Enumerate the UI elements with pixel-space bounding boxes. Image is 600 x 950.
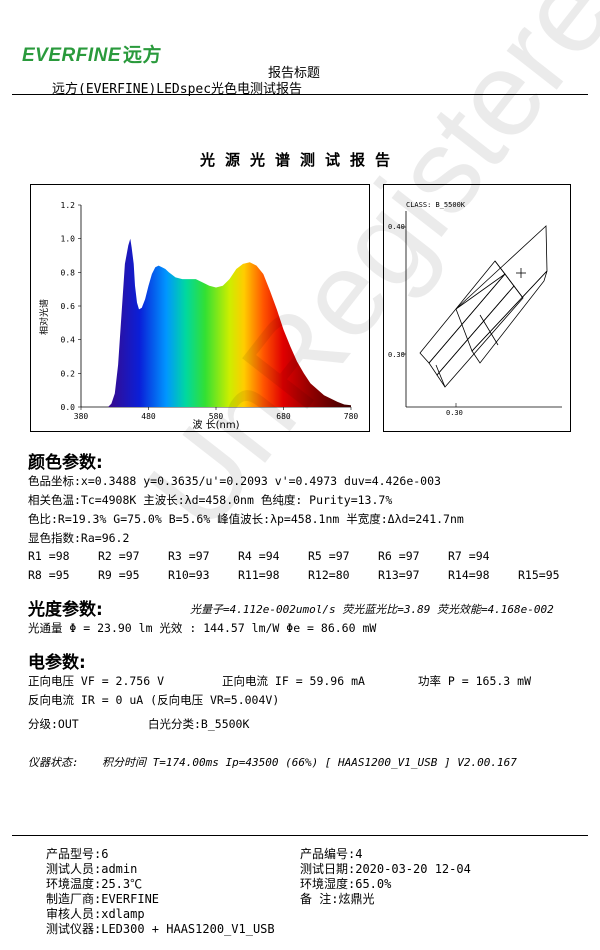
page-title: 光源光谱测试报告 bbox=[199, 151, 400, 169]
y-tick-label: 0.6 bbox=[61, 302, 76, 311]
remark: 备 注:炫鼎光 bbox=[300, 892, 375, 906]
cie-class-label: CLASS: B_5500K bbox=[406, 201, 466, 209]
ri-value: R3 =97 bbox=[168, 549, 210, 563]
quantum-line: 光量子=4.112e-002umol/s 荧光蓝光比=3.89 荧光效能=4.1… bbox=[190, 603, 554, 616]
product-number: 产品编号:4 bbox=[300, 847, 363, 861]
flux-line: 光通量 Φ = 23.90 lm 光效 : 144.57 lm/W Φe = 8… bbox=[28, 621, 377, 635]
y-axis-label: 相对光谱 bbox=[38, 299, 50, 335]
ri-value: R13=97 bbox=[378, 568, 420, 582]
spectrum-chart: 0.0 0.2 0.4 0.6 0.8 1.0 1.2 380 480 580 680 780 相对光… bbox=[38, 201, 359, 431]
cie-x-tick: 0.30 bbox=[446, 409, 463, 417]
forward-voltage: 正向电压 VF = 2.756 V bbox=[28, 674, 165, 688]
cie-measured-point bbox=[516, 268, 526, 278]
ri-value: R5 =97 bbox=[308, 549, 350, 563]
color-params-heading: 颜色参数: bbox=[28, 453, 103, 473]
x-tick-label: 780 bbox=[344, 412, 359, 421]
ri-value: R15=95 bbox=[518, 568, 560, 582]
ambient-humidity: 环境湿度:65.0% bbox=[300, 877, 392, 891]
y-tick-label: 1.2 bbox=[61, 201, 76, 210]
instrument-status: 积分时间 T=174.00ms Ip=43500 (66%) [ HAAS120… bbox=[102, 756, 517, 769]
y-tick-label: 0.8 bbox=[61, 268, 76, 277]
x-tick-label: 480 bbox=[141, 412, 156, 421]
x-tick-label: 380 bbox=[74, 412, 89, 421]
ri-value: R7 =94 bbox=[448, 549, 490, 563]
x-axis-label: 波 长(nm) bbox=[192, 418, 239, 431]
photometric-heading: 光度参数: bbox=[28, 600, 103, 620]
ratio-line: 色比:R=19.3% G=75.0% B=5.6% 峰值波长:λp=458.1n… bbox=[28, 512, 464, 526]
reviewer: 审核人员:xdlamp bbox=[46, 907, 145, 921]
test-date: 测试日期:2020-03-20 12-04 bbox=[300, 862, 471, 876]
ri-value: R2 =97 bbox=[98, 549, 140, 563]
test-instrument: 测试仪器:LED300 + HAAS1200_V1_USB bbox=[46, 922, 275, 936]
y-tick-label: 0.0 bbox=[61, 403, 76, 412]
everfine-logo: EVERFINE 远方 bbox=[22, 40, 162, 67]
cie-bin-quadrilaterals bbox=[419, 225, 548, 388]
ri-value: R12=80 bbox=[308, 568, 350, 582]
cie-y-tick-bottom: 0.30 bbox=[388, 351, 405, 359]
reverse-current-line: 反向电流 IR = 0 uA (反向电压 VR=5.004V) bbox=[28, 693, 280, 707]
ri-value: R4 =94 bbox=[238, 549, 280, 563]
ri-value: R10=93 bbox=[168, 568, 210, 582]
ri-value: R6 =97 bbox=[378, 549, 420, 563]
x-tick-label: 680 bbox=[276, 412, 291, 421]
product-model: 产品型号:6 bbox=[46, 847, 109, 861]
ri-value: R9 =95 bbox=[98, 568, 140, 582]
power: 功率 P = 165.3 mW bbox=[418, 674, 532, 688]
ri-value: R8 =95 bbox=[28, 568, 70, 582]
white-class: 白光分类:B_5500K bbox=[148, 717, 250, 731]
y-tick-label: 1.0 bbox=[61, 235, 76, 244]
ambient-temp: 环境温度:25.3℃ bbox=[46, 877, 143, 891]
forward-current: 正向电流 IF = 59.96 mA bbox=[222, 674, 365, 688]
cie-diagram-frame: CLASS: B_5500K 0.40 0.30 0.30 bbox=[383, 184, 571, 432]
y-tick-label: 0.4 bbox=[61, 336, 76, 345]
x-tick-label: 580 bbox=[209, 412, 224, 421]
logo-cn: 远方 bbox=[123, 45, 163, 66]
electrical-heading: 电参数: bbox=[28, 653, 86, 673]
logo-text: EVERFINE bbox=[22, 45, 122, 66]
manufacturer: 制造厂商:EVERFINE bbox=[46, 892, 160, 906]
report-label: 报告标题 bbox=[268, 66, 321, 81]
spectrum-area bbox=[108, 238, 351, 407]
ra-line: 显色指数:Ra=96.2 bbox=[28, 531, 130, 545]
footer-divider bbox=[12, 835, 588, 836]
y-tick-label: 0.2 bbox=[61, 369, 76, 378]
ri-value: R1 =98 bbox=[28, 549, 70, 563]
ri-value: R14=98 bbox=[448, 568, 490, 582]
grade: 分级:OUT bbox=[28, 717, 79, 731]
cie-diagram: CLASS: B_5500K 0.40 0.30 0.30 bbox=[388, 201, 562, 417]
cie-y-tick-top: 0.40 bbox=[388, 223, 405, 231]
tester: 测试人员:admin bbox=[46, 862, 138, 876]
header-divider bbox=[12, 94, 588, 95]
ri-value: R11=98 bbox=[238, 568, 280, 582]
report-name: 远方(EVERFINE)LEDspec光色电测试报告 bbox=[52, 82, 303, 97]
chromaticity-line: 色品坐标:x=0.3488 y=0.3635/u'=0.2093 v'=0.49… bbox=[28, 474, 441, 488]
instrument-label: 仪器状态: bbox=[28, 756, 79, 769]
spectrum-chart-frame: 0.0 0.2 0.4 0.6 0.8 1.0 1.2 380 480 580 680 780 相对光… bbox=[30, 184, 370, 432]
cct-line: 相关色温:Tc=4908K 主波长:λd=458.0nm 色纯度: Purity… bbox=[28, 493, 393, 507]
